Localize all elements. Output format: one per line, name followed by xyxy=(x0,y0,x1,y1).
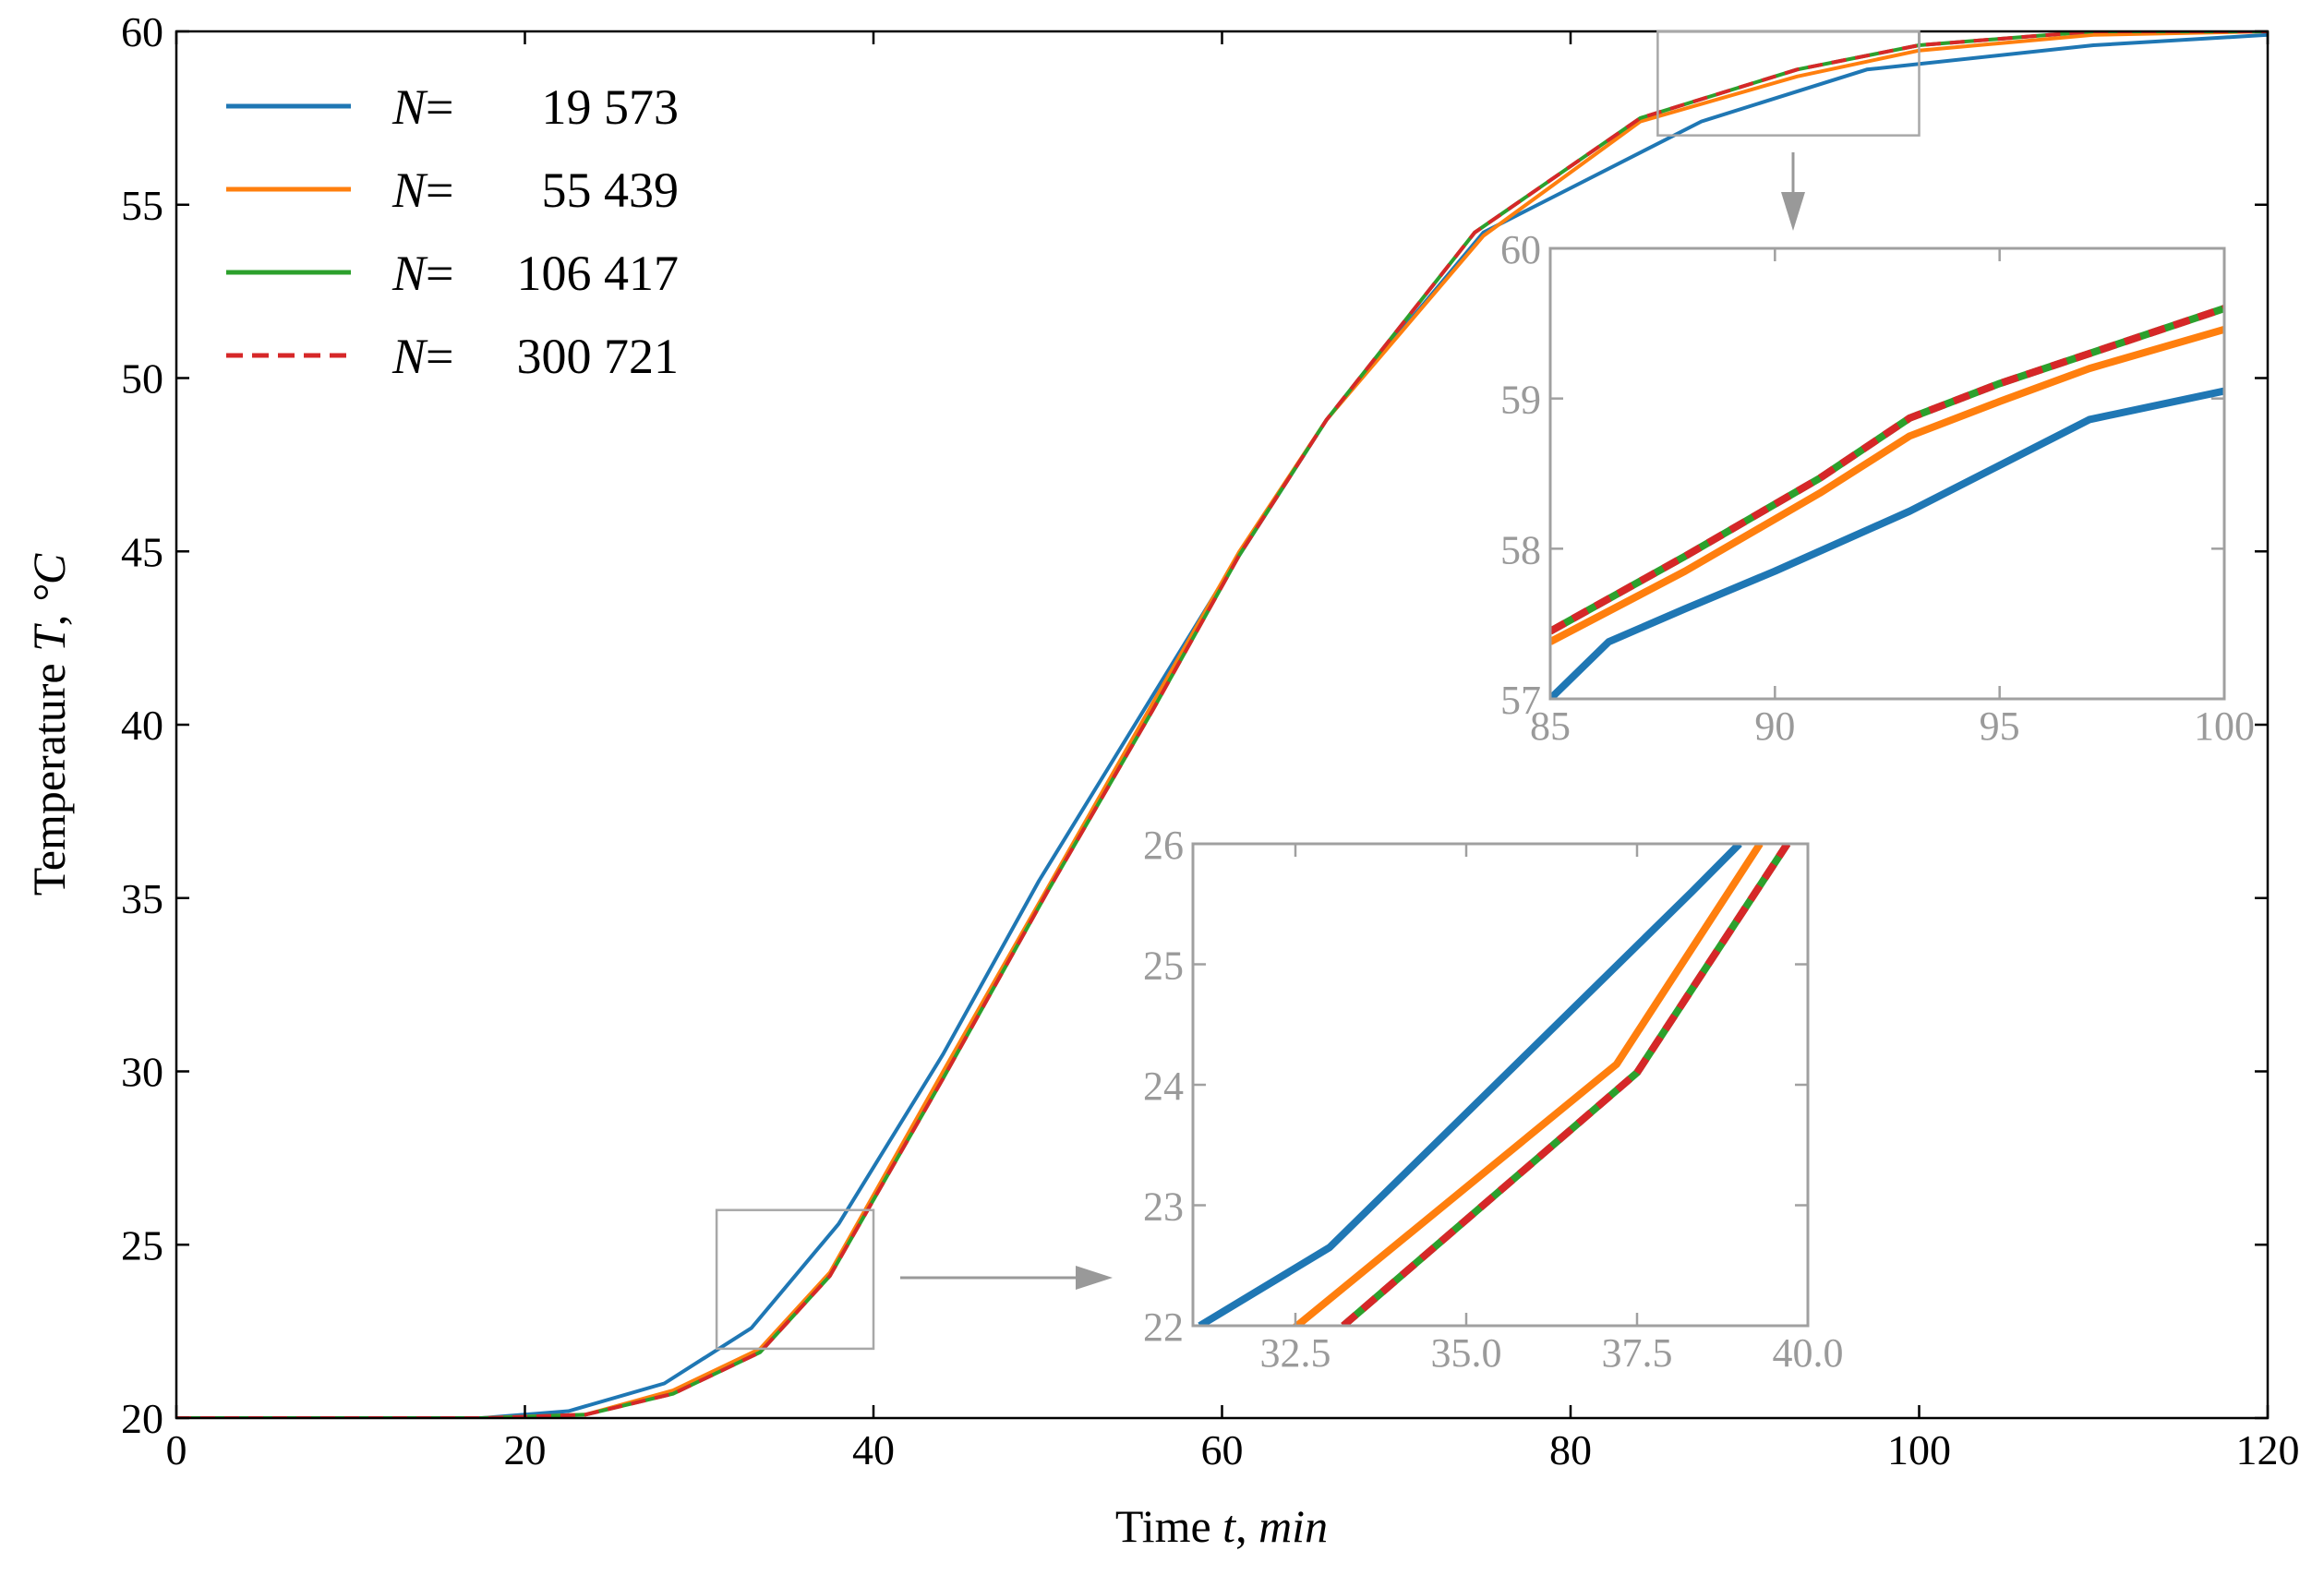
inset-upper-y-tick-label: 58 xyxy=(1500,527,1541,572)
label-part: N xyxy=(391,246,428,301)
legend-label: N= xyxy=(391,329,454,384)
main-series-line-300721 xyxy=(176,31,2268,1418)
inset-lower-series-group xyxy=(1198,844,1791,1326)
label-part: Temperature xyxy=(23,652,75,896)
main-x-tick-label: 20 xyxy=(504,1426,547,1473)
main-y-tick-label: 20 xyxy=(121,1395,163,1442)
legend-value: 300 721 xyxy=(517,329,680,384)
inset-lower-series-line-300721 xyxy=(1341,844,1791,1326)
main-y-tick-label: 35 xyxy=(121,875,163,922)
inset-lower-y-tick-label: 24 xyxy=(1143,1064,1184,1109)
inset-lower-x-tick-label: 35.0 xyxy=(1431,1330,1502,1376)
inset-upper-x-tick-label: 100 xyxy=(2194,703,2255,749)
main-series-line-55439 xyxy=(176,31,2268,1418)
main-series-line-19573 xyxy=(176,32,2268,1418)
main-y-tick-label: 60 xyxy=(121,8,163,55)
main-x-tick-label: 120 xyxy=(2236,1426,2300,1473)
zoom-arrow-lower xyxy=(900,1266,1113,1290)
label-part: N xyxy=(391,162,428,218)
label-part: N xyxy=(391,329,428,384)
inset-upper-series-group xyxy=(1550,305,2224,699)
legend-label: N= xyxy=(391,79,454,135)
legend-label: N= xyxy=(391,246,454,301)
zoom-arrow-upper xyxy=(1781,152,1805,231)
zoom-region-box-inset-lower xyxy=(715,1208,875,1351)
legend-item: N= 300 721 xyxy=(226,329,679,384)
legend-value: 106 417 xyxy=(517,246,680,301)
label-part: = xyxy=(426,246,453,301)
inset-lower-series-line-19573 xyxy=(1198,844,1742,1326)
inset-upper-frame xyxy=(1548,246,2226,701)
label-part: t xyxy=(1222,1500,1236,1552)
inset-lower-series-line-55439 xyxy=(1291,844,1764,1326)
label-part: T xyxy=(23,623,75,652)
label-part: min xyxy=(1258,1500,1328,1552)
label-part: = xyxy=(426,162,453,218)
main-x-tick-label: 60 xyxy=(1201,1426,1244,1473)
main-y-tick-label: 40 xyxy=(121,702,163,749)
main-x-tick-label: 80 xyxy=(1549,1426,1592,1473)
main-x-tick-label: 0 xyxy=(166,1426,187,1473)
legend-item: N= 106 417 xyxy=(226,246,679,301)
zoom-arrow-head xyxy=(1076,1266,1113,1290)
inset-lower-x-tick-label: 32.5 xyxy=(1260,1330,1331,1376)
inset-upper-x-tick-label: 85 xyxy=(1530,703,1571,749)
legend-value: 19 573 xyxy=(542,79,680,135)
inset-lower-x-tick-label: 37.5 xyxy=(1602,1330,1673,1376)
main-x-tick-label: 40 xyxy=(852,1426,895,1473)
legend-label: N= xyxy=(391,162,454,218)
main-y-tick-label: 30 xyxy=(121,1049,163,1096)
inset-upper-x-tick-label: 95 xyxy=(1980,703,2020,749)
inset-upper-series-line-55439 xyxy=(1550,325,2224,645)
main-x-tick-label: 100 xyxy=(1887,1426,1951,1473)
main-y-tick-label: 45 xyxy=(121,528,163,575)
label-part: = xyxy=(426,329,453,384)
main-y-tick-label: 55 xyxy=(121,182,163,229)
main-y-tick-label: 25 xyxy=(121,1221,163,1268)
legend-item: N= 19 573 xyxy=(226,79,679,135)
zoom-region-box-inset-upper xyxy=(1656,30,1921,137)
main-series-group xyxy=(176,31,2268,1418)
inset-lower-y-tick-label: 22 xyxy=(1143,1304,1184,1350)
inset-upper-y-tick-label: 57 xyxy=(1500,678,1541,723)
zoom-arrow-head xyxy=(1781,192,1805,231)
main-frame xyxy=(175,30,2270,1420)
label-part: Time xyxy=(1115,1500,1222,1552)
label-part: N xyxy=(391,79,428,135)
label-part: , xyxy=(1235,1500,1258,1552)
x-axis-label: Time t, min xyxy=(1115,1500,1328,1552)
inset-upper-series-line-300721 xyxy=(1550,305,2224,635)
inset-lower-y-tick-label: 23 xyxy=(1143,1184,1184,1230)
label-part: °C xyxy=(23,553,75,603)
inset-upper-series-line-19573 xyxy=(1550,387,2224,699)
inset-lower-y-tick-label: 26 xyxy=(1143,823,1184,868)
inset-upper-y-tick-label: 59 xyxy=(1500,378,1541,423)
inset-upper-x-tick-label: 90 xyxy=(1754,703,1795,749)
label-part: = xyxy=(426,79,453,135)
main-y-tick-label: 50 xyxy=(121,355,163,403)
inset-upper-y-tick-label: 60 xyxy=(1500,227,1541,272)
inset-lower-series-line-106417 xyxy=(1341,844,1791,1326)
y-axis-label: Temperature T, °C xyxy=(23,553,75,896)
label-part: , xyxy=(23,603,75,626)
inset-lower-y-tick-label: 25 xyxy=(1143,944,1184,989)
inset-lower-x-tick-label: 40.0 xyxy=(1773,1330,1844,1376)
main-series-line-106417 xyxy=(176,31,2268,1418)
legend-value: 55 439 xyxy=(542,162,680,218)
legend-item: N= 55 439 xyxy=(226,162,679,218)
